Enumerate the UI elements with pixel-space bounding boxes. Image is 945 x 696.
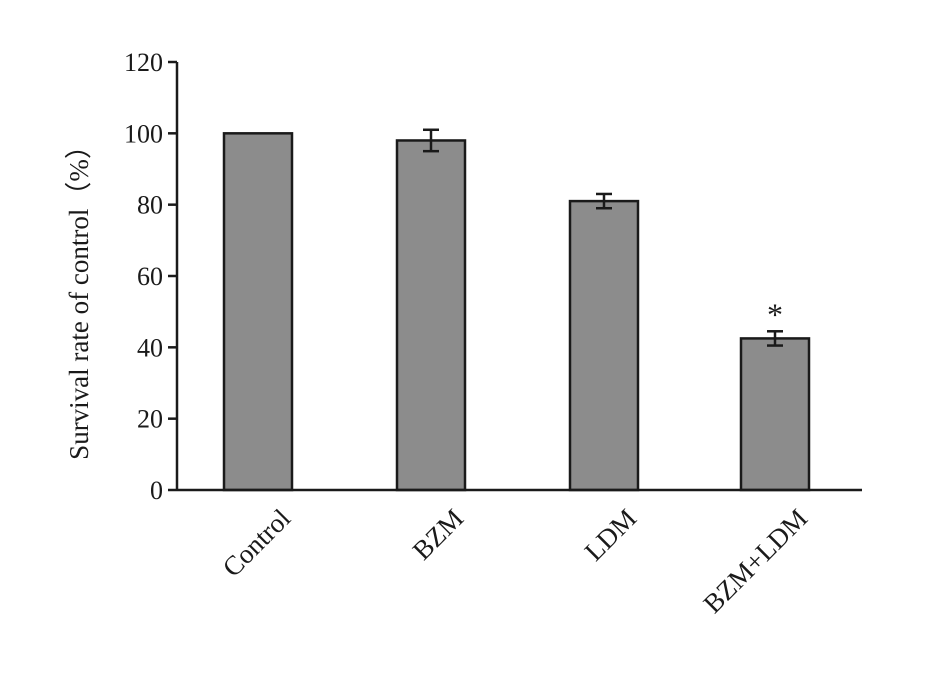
bar xyxy=(222,132,294,492)
significance-mark: * xyxy=(767,296,783,332)
x-category-label: LDM xyxy=(579,503,643,567)
x-category-label: BZM+LDM xyxy=(697,503,813,619)
y-tick-label: 80 xyxy=(137,191,163,220)
y-tick-label: 60 xyxy=(137,262,163,291)
y-axis-title: Survival rate of control（%） xyxy=(64,132,94,460)
y-axis-ticks: 0 20 40 60 80 100 120 xyxy=(124,48,177,505)
y-tick-label: 40 xyxy=(137,333,163,362)
bar xyxy=(395,139,467,492)
x-category-label: Control xyxy=(217,503,297,583)
y-tick-label: 0 xyxy=(150,476,163,505)
y-tick-label: 100 xyxy=(124,119,163,148)
bar xyxy=(739,337,811,492)
y-tick-label: 20 xyxy=(137,405,163,434)
bar xyxy=(568,199,640,492)
y-tick-label: 120 xyxy=(124,48,163,77)
bars: * xyxy=(222,128,811,492)
x-category-label: BZM xyxy=(407,503,470,566)
x-axis-labels: Control BZM LDM BZM+LDM xyxy=(217,503,814,619)
